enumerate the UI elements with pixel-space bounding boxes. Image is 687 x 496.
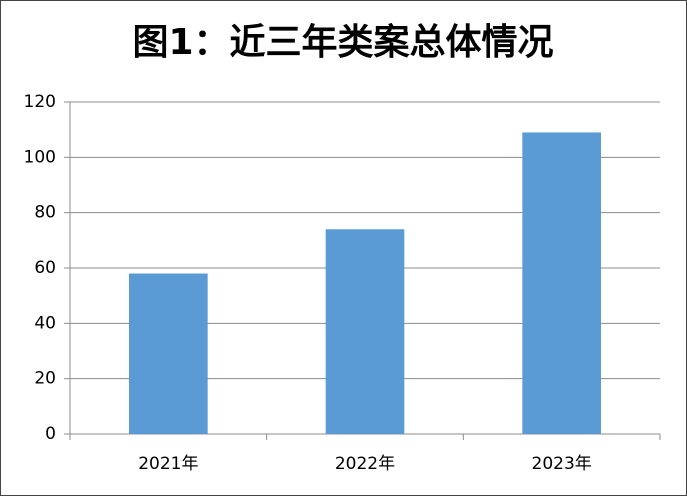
bar: [325, 229, 405, 434]
y-tick-label: 80: [34, 203, 56, 223]
y-tick-label: 40: [34, 313, 56, 333]
y-tick-label: 100: [24, 147, 56, 167]
y-tick-label: 20: [34, 369, 56, 389]
bar: [129, 273, 208, 434]
x-tick-label: 2021年: [138, 454, 198, 474]
y-tick-label: 120: [24, 92, 56, 112]
x-tick-label: 2022年: [335, 454, 395, 474]
x-tick-label: 2023年: [532, 454, 592, 474]
chart-title: 图1：近三年类案总体情况: [132, 22, 553, 63]
y-tick-label: 60: [34, 258, 56, 278]
bar: [522, 132, 601, 434]
y-tick-label: 0: [45, 424, 56, 444]
